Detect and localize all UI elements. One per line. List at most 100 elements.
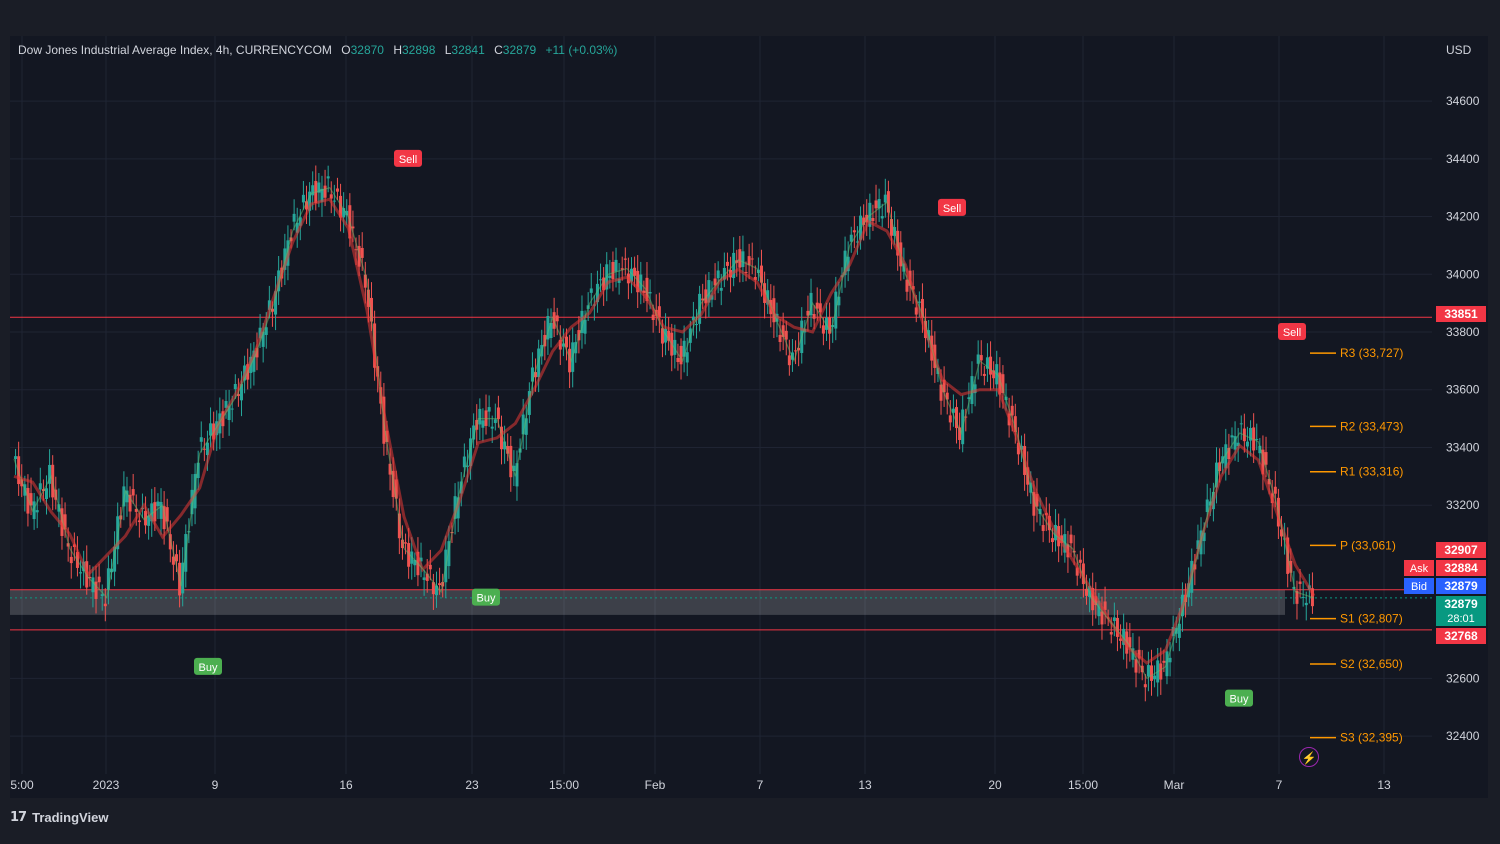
low-value: 32841 [451,43,485,57]
candle-body [487,407,491,412]
candle-body [462,456,466,468]
signal-badge [938,198,966,216]
signal-label: Sell [1283,327,1301,339]
candle-body [91,577,95,593]
candle-body [778,334,782,342]
candle-body [413,559,417,566]
candle-body [465,465,469,467]
price-chart[interactable]: R3 (33,727) R2 (33,473) R1 (33,316) P (33,0… [10,36,1488,798]
candle-body [809,292,813,316]
x-tick-label: 13 [858,778,872,792]
candle-body [431,582,435,595]
price-tag-box [1436,542,1486,558]
candle-body [308,191,312,211]
y-tick-label: 34400 [1446,152,1480,166]
candle-body [890,219,893,236]
bolt-icon[interactable]: ⚡ [1299,747,1319,767]
price-tag: Ask 32884 [1404,560,1486,576]
candle-body [608,275,612,278]
candle-body [45,488,48,499]
candle-body [725,261,729,266]
candle-body [438,583,442,586]
candle-body [1035,493,1039,507]
currency-label[interactable]: USD [1446,43,1472,57]
candle-body [305,201,308,210]
candle-body [1261,449,1265,475]
candle-body [397,513,401,539]
candle-body [240,384,243,401]
candle-body [26,487,30,514]
signal-badge [472,588,500,606]
candle-body [388,463,392,475]
candle-body [722,267,726,280]
candle-body [48,464,52,484]
candle-body [335,188,339,192]
candle-body [1081,563,1085,585]
brand-name: TradingView [32,810,109,825]
candle-body [295,222,299,233]
candle-body [682,340,686,357]
candle-body [1162,660,1166,663]
candle-body [363,274,367,288]
candle-body [787,355,791,366]
candle-body [1289,560,1293,573]
candle-body [602,277,606,291]
candle-body [366,289,370,307]
candle-body [667,330,671,341]
candle-body [1010,405,1014,416]
candle-body [1227,447,1231,460]
candle-body [753,276,757,281]
candle-body [1298,581,1302,584]
candle-body [1196,540,1200,550]
candle-body [784,330,788,340]
candle-body [435,585,438,596]
candle-body [357,245,361,267]
candle-body [106,568,110,590]
close-label: C [494,43,503,57]
candle-body [1063,534,1067,553]
candle-body [428,564,432,570]
candle-body [100,594,104,597]
candle-body [948,415,952,423]
candle-body [620,268,624,270]
candle-body [1159,663,1163,680]
candle-body [425,573,429,581]
candle-body [1233,436,1237,450]
y-tick-label: 34000 [1446,267,1480,281]
candle-body [530,367,534,382]
candle-body [797,347,801,351]
candle-body [1273,486,1277,494]
candle-body [691,316,695,321]
candle-body [252,350,256,372]
candle-body [351,226,355,229]
candle-body [837,296,841,306]
high-label: H [393,43,402,57]
candle-body [500,426,503,450]
candle-body [992,370,996,379]
candle-body [264,327,268,335]
close-value: 32879 [502,43,537,57]
candle-body [973,384,977,394]
candle-body [168,534,172,550]
candle-body [636,270,640,293]
y-tick-label: 34600 [1446,94,1480,108]
candle-body [886,191,890,213]
tradingview-brand[interactable]: 17 TradingView [10,810,108,825]
pivot-label: S3 (32,395) [1340,731,1403,745]
price-tag: 32879 28:01 [1436,596,1486,626]
candle-body [97,576,101,583]
candle-body [496,407,500,420]
candle-body [580,310,584,333]
symbol-title[interactable]: Dow Jones Industrial Average Index, 4h, … [18,43,332,57]
candle-body [821,325,825,334]
candle-body [1280,529,1283,537]
candle-body [1215,462,1218,488]
candle-body [1249,427,1253,441]
candle-body [156,501,160,507]
price-tag: Bid 32879 [1404,578,1486,594]
candle-body [506,446,510,454]
candle-body [202,448,206,450]
candle-body [679,345,683,365]
buy-signal: Buy [194,657,222,675]
price-tag-label: Bid [1411,581,1427,593]
